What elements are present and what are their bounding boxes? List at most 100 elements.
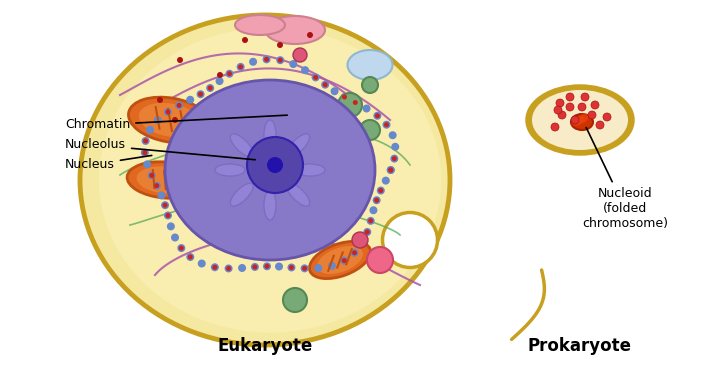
Circle shape: [303, 123, 317, 137]
Circle shape: [172, 117, 178, 123]
Circle shape: [373, 196, 381, 204]
Circle shape: [340, 256, 348, 265]
Circle shape: [157, 97, 163, 103]
Circle shape: [164, 108, 172, 116]
Circle shape: [141, 137, 149, 145]
Circle shape: [591, 101, 599, 109]
Circle shape: [238, 64, 243, 69]
Circle shape: [341, 258, 347, 263]
Circle shape: [373, 112, 381, 120]
Circle shape: [264, 57, 269, 62]
Ellipse shape: [231, 183, 253, 206]
Ellipse shape: [235, 15, 285, 35]
Circle shape: [289, 265, 294, 270]
Circle shape: [157, 191, 165, 200]
Circle shape: [378, 188, 384, 193]
Ellipse shape: [99, 27, 441, 333]
Ellipse shape: [264, 190, 276, 220]
Circle shape: [153, 182, 161, 190]
Ellipse shape: [580, 113, 588, 123]
Circle shape: [375, 113, 380, 118]
Circle shape: [370, 206, 378, 214]
Circle shape: [367, 247, 393, 273]
Circle shape: [267, 157, 283, 173]
Ellipse shape: [383, 213, 437, 267]
Circle shape: [360, 120, 380, 140]
Ellipse shape: [139, 103, 201, 137]
Circle shape: [196, 90, 204, 98]
Ellipse shape: [127, 162, 203, 198]
Circle shape: [301, 264, 309, 272]
Circle shape: [146, 126, 154, 134]
Ellipse shape: [136, 166, 194, 194]
Circle shape: [249, 58, 257, 66]
Circle shape: [551, 123, 559, 131]
Circle shape: [603, 113, 611, 121]
Circle shape: [341, 93, 349, 101]
Ellipse shape: [80, 15, 450, 345]
Circle shape: [225, 264, 233, 273]
Ellipse shape: [575, 116, 585, 124]
Circle shape: [162, 202, 167, 208]
Circle shape: [386, 166, 394, 174]
Circle shape: [165, 110, 170, 114]
Circle shape: [581, 93, 589, 101]
Circle shape: [383, 121, 391, 129]
Circle shape: [365, 230, 370, 234]
Circle shape: [566, 103, 574, 111]
Circle shape: [148, 171, 156, 179]
FancyBboxPatch shape: [220, 121, 270, 131]
Circle shape: [265, 264, 270, 269]
Text: Chromatin: Chromatin: [65, 115, 287, 132]
Circle shape: [165, 213, 170, 218]
Ellipse shape: [310, 242, 370, 279]
Circle shape: [293, 48, 307, 62]
Circle shape: [161, 201, 169, 209]
Ellipse shape: [347, 50, 392, 80]
Circle shape: [283, 288, 307, 312]
Circle shape: [558, 111, 566, 119]
Circle shape: [342, 94, 347, 99]
Circle shape: [278, 58, 283, 63]
Circle shape: [212, 202, 218, 208]
Text: Nucleus: Nucleus: [65, 155, 152, 171]
Circle shape: [211, 263, 219, 271]
Circle shape: [321, 81, 329, 88]
Circle shape: [186, 253, 194, 261]
Ellipse shape: [264, 120, 276, 150]
Circle shape: [171, 234, 179, 242]
Circle shape: [362, 77, 378, 93]
Circle shape: [289, 60, 297, 68]
Circle shape: [143, 138, 148, 143]
Circle shape: [358, 239, 366, 247]
Circle shape: [571, 116, 579, 124]
Circle shape: [226, 266, 231, 271]
Circle shape: [389, 168, 393, 172]
Circle shape: [328, 262, 336, 270]
Ellipse shape: [295, 164, 325, 176]
Circle shape: [367, 217, 375, 225]
Ellipse shape: [215, 164, 245, 176]
Circle shape: [238, 264, 246, 272]
Circle shape: [374, 198, 379, 203]
Circle shape: [198, 260, 206, 267]
Circle shape: [236, 63, 244, 71]
Circle shape: [175, 101, 183, 109]
Circle shape: [363, 228, 371, 236]
Circle shape: [277, 42, 283, 48]
Circle shape: [382, 177, 390, 184]
Circle shape: [392, 143, 399, 151]
Circle shape: [352, 250, 357, 255]
Ellipse shape: [317, 246, 363, 274]
Ellipse shape: [287, 134, 310, 157]
Circle shape: [198, 92, 203, 97]
Circle shape: [188, 255, 193, 260]
Circle shape: [313, 75, 318, 80]
Circle shape: [164, 211, 172, 219]
Circle shape: [207, 86, 212, 90]
Circle shape: [389, 168, 393, 172]
Circle shape: [227, 71, 232, 76]
Circle shape: [596, 121, 604, 129]
Circle shape: [307, 32, 313, 38]
Circle shape: [225, 70, 233, 78]
